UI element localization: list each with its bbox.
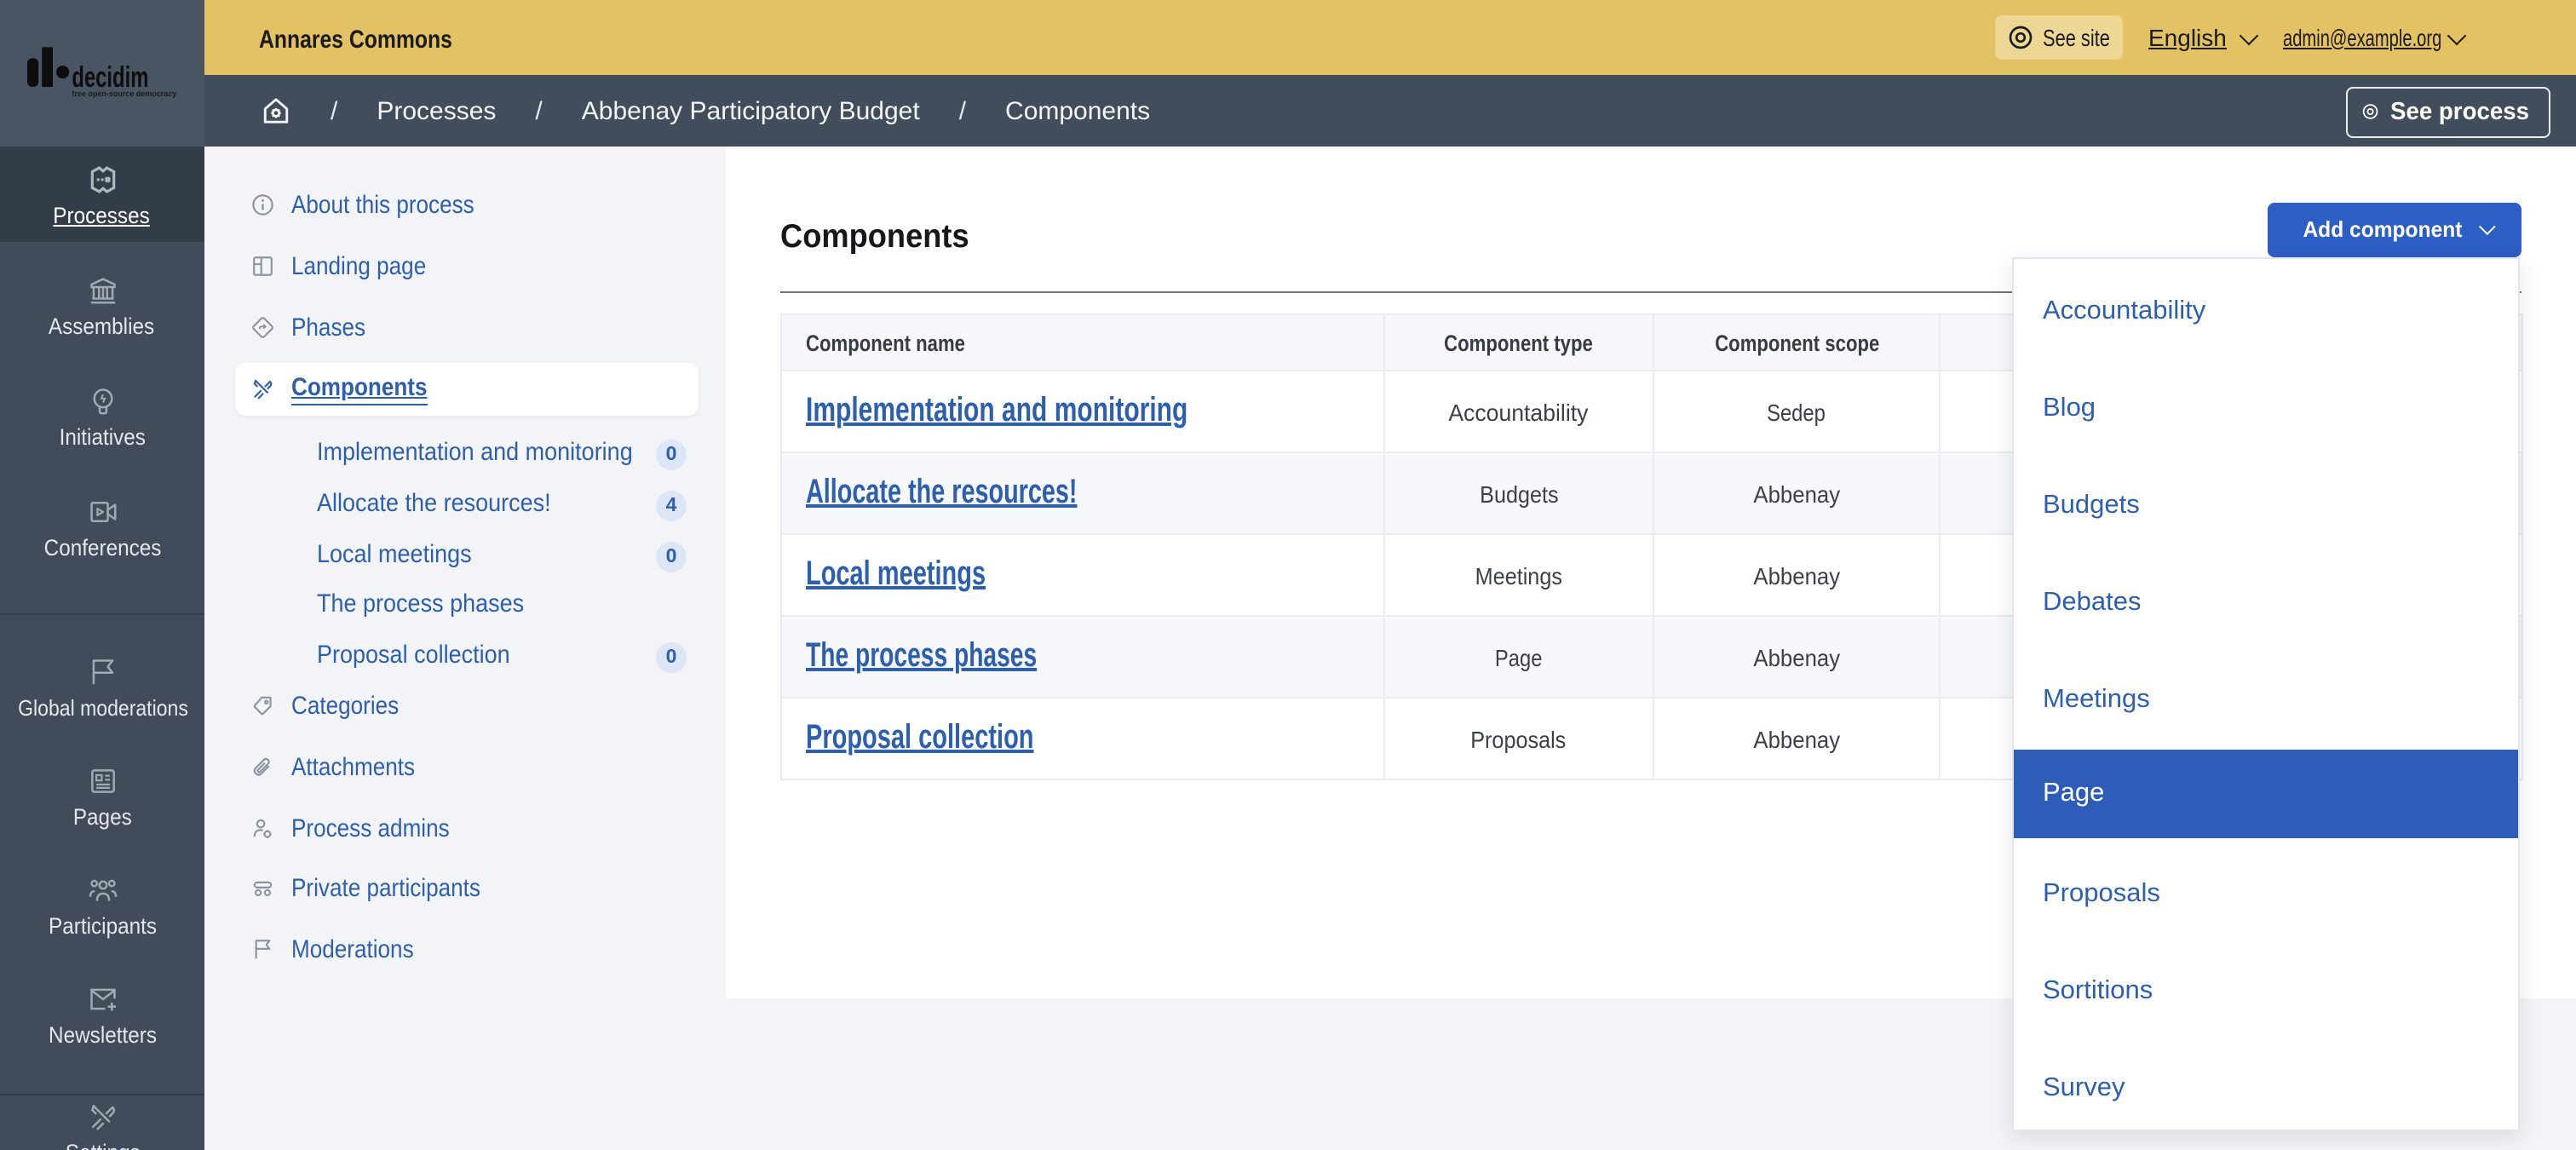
svg-text:free open-source democracy: free open-source democracy [72,89,177,99]
svg-text:decidim: decidim [72,61,148,94]
